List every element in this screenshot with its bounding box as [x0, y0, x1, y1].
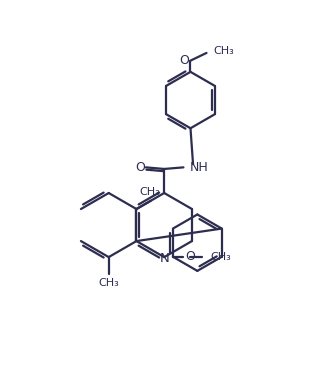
Text: CH₃: CH₃	[213, 46, 234, 56]
Text: O: O	[135, 161, 145, 174]
Text: NH: NH	[190, 161, 209, 174]
Text: O: O	[186, 250, 195, 263]
Text: N: N	[159, 252, 169, 265]
Text: CH₃: CH₃	[139, 187, 160, 197]
Text: CH₃: CH₃	[211, 252, 232, 262]
Text: O: O	[180, 54, 190, 67]
Text: CH₃: CH₃	[98, 278, 119, 288]
